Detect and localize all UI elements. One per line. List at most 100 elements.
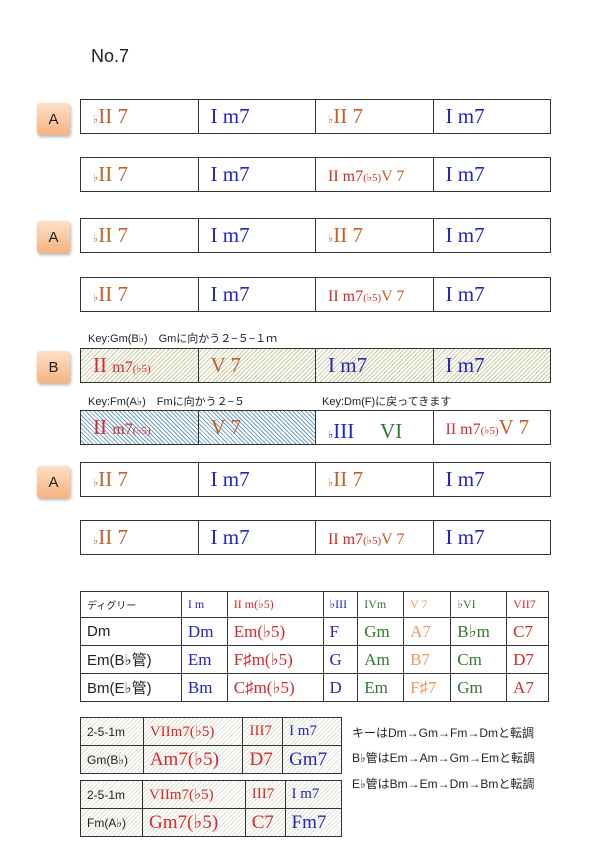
- key-note: Key:Dm(F)に戻ってきます: [322, 396, 452, 408]
- table-cell: Gm7: [282, 745, 342, 774]
- chord-symbol: II 7: [333, 223, 363, 247]
- table-cell: IVm: [357, 591, 405, 618]
- chord-symbol: I m7: [210, 223, 250, 247]
- key-note: Key:Fm(A♭) Fmに向かう２−５: [88, 396, 246, 408]
- table-cell: D: [322, 673, 359, 702]
- chord-symbol: ♭: [328, 477, 334, 489]
- chord-symbol: I m7: [445, 353, 485, 377]
- chord-symbol: I m7: [445, 282, 485, 306]
- measure-cell: V 7: [198, 411, 316, 444]
- chord-symbol: II: [445, 421, 461, 438]
- chord-symbol: II 7: [98, 104, 128, 128]
- chord-symbol: II 7: [98, 282, 128, 306]
- chord-symbol: II: [328, 531, 343, 548]
- measure-row: ♭II 7 I m7 II m7(♭5)V 7 I m7: [80, 520, 551, 555]
- measure-cell: ♭II 7: [316, 219, 434, 252]
- measure-cell: I m7: [316, 349, 434, 382]
- measure-cell: I m7: [433, 349, 550, 382]
- chord-symbol: (♭5): [132, 425, 151, 437]
- chord-symbol: (♭5): [363, 292, 382, 304]
- measure-row: ♭II 7 I m7 II m7(♭5)V 7 I m7: [80, 277, 551, 312]
- table-cell: C7: [244, 808, 286, 837]
- table-cell: Gm: [357, 617, 405, 646]
- measure-cell: I m7: [434, 521, 551, 554]
- chord-symbol: V 7: [381, 288, 405, 305]
- chord-symbol: II: [328, 168, 343, 185]
- table-cell: I m7: [284, 780, 343, 809]
- chord-symbol: I m7: [445, 223, 485, 247]
- table-cell: Am7(♭5): [142, 745, 244, 774]
- table-row: Em(B♭管) Em F♯m(♭5) G Am B7 Cm D7: [80, 645, 549, 674]
- measure-row: ♭II 7 I m7 II m7(♭5)V 7 I m7: [80, 157, 551, 192]
- two-five-one-table-fm: 2-5-1m VIIm7(♭5) III7 I m7 Fm(A♭) Gm7(♭5) C7 Fm…: [79, 780, 343, 837]
- table-cell: II m(♭5): [226, 591, 324, 618]
- measure-cell: II m7(♭5)V 7: [316, 521, 434, 554]
- measure-cell: II m7(♭5): [81, 349, 199, 382]
- chord-symbol: m7: [342, 168, 364, 185]
- chord-symbol: III: [333, 419, 355, 443]
- table-cell: D7: [506, 645, 549, 674]
- chord-symbol: ♭: [93, 292, 99, 304]
- table-cell: ディグリー: [80, 591, 182, 618]
- chord-symbol: m7: [112, 359, 133, 376]
- section-badge: B: [37, 351, 70, 383]
- table-cell: Gm(B♭): [80, 745, 144, 774]
- table-header-row: ディグリー I m II m(♭5) ♭III IVm V 7 ♭VI VII7: [80, 591, 549, 618]
- chord-symbol: m7: [460, 421, 481, 438]
- chord-symbol: I m7: [445, 162, 485, 186]
- chord-symbol: V 7: [210, 353, 242, 377]
- chord-symbol: m7: [112, 421, 133, 438]
- table-cell: B♭m: [450, 617, 508, 646]
- table-cell: A7: [506, 673, 549, 702]
- chord-symbol: ♭: [328, 429, 334, 441]
- table-cell: F: [322, 617, 359, 646]
- measure-cell: ♭II 7: [81, 521, 199, 554]
- chord-symbol: V 7: [381, 168, 405, 185]
- chord-symbol: II: [93, 415, 113, 439]
- measure-cell: II m7(♭5)V 7: [434, 411, 551, 444]
- measure-cell: ♭II 7: [81, 158, 199, 191]
- chord-symbol: ♭: [328, 233, 334, 245]
- chord-symbol: I m7: [328, 353, 368, 377]
- chord-symbol: I m7: [445, 525, 485, 549]
- measure-cell: II m7(♭5)V 7: [316, 278, 434, 311]
- table-cell: III7: [244, 780, 286, 809]
- section-badge: A: [37, 221, 70, 253]
- measure-cell: I m7: [434, 100, 551, 133]
- chord-symbol: II 7: [333, 467, 363, 491]
- chord-symbol: (♭5): [363, 535, 382, 547]
- table-cell: B7: [403, 645, 452, 674]
- table-cell: I m: [180, 591, 228, 618]
- chord-symbol: II 7: [98, 525, 128, 549]
- measure-row: II m7(♭5) V 7 ♭III VI II m7(♭5)V 7: [80, 410, 551, 445]
- table-cell: Em(B♭管): [80, 645, 182, 674]
- chord-symbol: II: [93, 353, 113, 377]
- chord-symbol: (♭5): [363, 172, 382, 184]
- measure-cell: ♭II 7: [81, 100, 199, 133]
- measure-cell: I m7: [434, 463, 551, 496]
- table-cell: Dm: [180, 617, 228, 646]
- measure-cell: ♭III VI: [316, 411, 434, 444]
- measure-cell: II m7(♭5): [81, 411, 199, 444]
- modulation-note: B♭管はEm→Am→Gm→Emと転調: [352, 751, 535, 765]
- chord-symbol: I m7: [445, 467, 485, 491]
- measure-row: II m7(♭5) V 7 I m7 I m7: [80, 348, 551, 383]
- measure-cell: II m7(♭5)V 7: [316, 158, 434, 191]
- chord-symbol: I m7: [210, 467, 250, 491]
- chord-symbol: (♭5): [480, 425, 499, 437]
- chord-symbol: ♭: [93, 477, 99, 489]
- table-cell: Bm: [180, 673, 228, 702]
- two-five-one-table-gm: 2-5-1m VIIm7(♭5) III7 I m7 Gm(B♭) Am7(♭5) D7 Gm…: [80, 717, 342, 774]
- measure-cell: ♭II 7: [81, 278, 199, 311]
- table-cell: Em: [357, 673, 405, 702]
- chord-symbol: ♭: [93, 114, 99, 126]
- chord-symbol: ♭: [328, 114, 334, 126]
- table-cell: Cm: [450, 645, 508, 674]
- table-row: 2-5-1m VIIm7(♭5) III7 I m7: [79, 780, 343, 809]
- chord-symbol: ♭: [93, 172, 99, 184]
- measure-cell: ♭II 7: [316, 463, 434, 496]
- table-row: 2-5-1m VIIm7(♭5) III7 I m7: [80, 717, 342, 746]
- chord-symbol: I m7: [445, 104, 485, 128]
- table-row: Dm Dm Em(♭5) F Gm A7 B♭m C7: [80, 617, 549, 646]
